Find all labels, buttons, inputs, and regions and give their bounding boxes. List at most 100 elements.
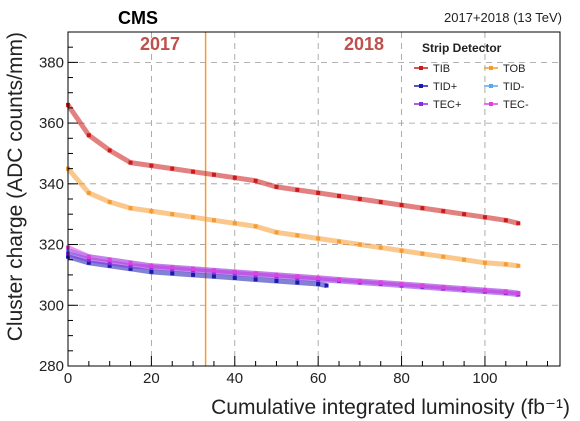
data-point xyxy=(232,275,237,280)
data-point xyxy=(211,274,216,279)
data-point xyxy=(316,236,321,241)
data-point xyxy=(149,163,154,168)
series-line-TID+ xyxy=(67,254,327,288)
data-point xyxy=(274,230,279,235)
data-point xyxy=(441,209,446,214)
data-point xyxy=(378,280,383,285)
y-tick-label: 360 xyxy=(39,115,64,132)
data-point xyxy=(420,283,425,288)
year-2018-label: 2018 xyxy=(344,34,384,54)
data-point xyxy=(441,254,446,259)
data-point xyxy=(503,289,508,294)
data-point xyxy=(274,184,279,189)
data-point xyxy=(482,215,487,220)
data-point xyxy=(253,178,258,183)
data-point xyxy=(503,262,508,267)
data-point xyxy=(86,133,91,138)
data-point xyxy=(399,248,404,253)
data-point xyxy=(149,263,154,268)
data-point xyxy=(324,283,329,288)
data-point xyxy=(86,257,91,262)
data-point xyxy=(253,224,258,229)
data-point xyxy=(516,263,521,268)
data-point xyxy=(191,272,196,277)
data-point xyxy=(128,206,133,211)
legend-marker xyxy=(419,66,423,70)
data-point xyxy=(232,221,237,226)
axis-ticks xyxy=(67,31,548,367)
y-tick-label: 300 xyxy=(39,297,64,314)
data-point xyxy=(170,166,175,171)
data-point xyxy=(191,169,196,174)
data-point xyxy=(211,218,216,223)
data-point xyxy=(211,172,216,177)
data-point xyxy=(274,272,279,277)
data-point xyxy=(462,212,467,217)
data-point xyxy=(128,266,133,271)
x-tick-label: 0 xyxy=(64,370,72,387)
y-tick-label: 280 xyxy=(39,358,64,375)
data-point xyxy=(337,277,342,282)
data-point xyxy=(420,251,425,256)
data-point xyxy=(149,269,154,274)
x-tick-label: 60 xyxy=(310,370,327,387)
x-tick-label: 20 xyxy=(143,370,160,387)
data-point xyxy=(399,282,404,287)
data-point xyxy=(316,275,321,280)
legend-marker xyxy=(489,66,493,70)
data-point xyxy=(170,271,175,276)
y-tick-label: 320 xyxy=(39,237,64,254)
data-point xyxy=(295,187,300,192)
data-point xyxy=(191,266,196,271)
legend-title: Strip Detector xyxy=(422,41,502,55)
x-tick-label: 100 xyxy=(472,370,497,387)
data-point xyxy=(482,260,487,265)
data-point xyxy=(295,274,300,279)
data-point xyxy=(170,265,175,270)
data-point xyxy=(128,260,133,265)
data-point xyxy=(399,203,404,208)
data-point xyxy=(107,148,112,153)
data-point xyxy=(107,257,112,262)
legend-label-TIB: TIB xyxy=(433,63,450,75)
data-point xyxy=(295,280,300,285)
data-point xyxy=(378,200,383,205)
data-point xyxy=(107,200,112,205)
legend-marker xyxy=(489,102,493,106)
data-point xyxy=(128,160,133,165)
data-point xyxy=(149,209,154,214)
data-point xyxy=(462,286,467,291)
energy-label: 2017+2018 (13 TeV) xyxy=(444,10,562,25)
y-tick-label: 380 xyxy=(39,54,64,71)
x-axis-title: Cumulative integrated luminosity (fb⁻¹) xyxy=(211,396,570,419)
data-point xyxy=(86,254,91,259)
data-point xyxy=(337,193,342,198)
data-point xyxy=(232,269,237,274)
series-TID+ xyxy=(66,254,329,288)
x-tick-label: 80 xyxy=(393,370,410,387)
data-point xyxy=(357,242,362,247)
data-point xyxy=(86,190,91,195)
data-point xyxy=(232,175,237,180)
legend-label-TEC-: TEC- xyxy=(503,99,529,111)
legend-label-TID-: TID- xyxy=(503,81,525,93)
data-point xyxy=(253,277,258,282)
data-point xyxy=(191,215,196,220)
data-point xyxy=(378,245,383,250)
year-2017-label: 2017 xyxy=(140,34,180,54)
data-point xyxy=(337,239,342,244)
data-point xyxy=(253,271,258,276)
data-point xyxy=(357,278,362,283)
data-point xyxy=(295,233,300,238)
data-point xyxy=(107,260,112,265)
data-point xyxy=(128,263,133,268)
legend-marker xyxy=(419,102,423,106)
data-point xyxy=(462,257,467,262)
data-point xyxy=(316,282,321,287)
legend: Strip Detector TIB TOB TID+ TID- TEC+ TEC- xyxy=(414,41,529,111)
data-point xyxy=(357,197,362,201)
data-point xyxy=(420,206,425,211)
legend-marker xyxy=(419,84,423,88)
legend-label-TOB: TOB xyxy=(503,63,525,75)
